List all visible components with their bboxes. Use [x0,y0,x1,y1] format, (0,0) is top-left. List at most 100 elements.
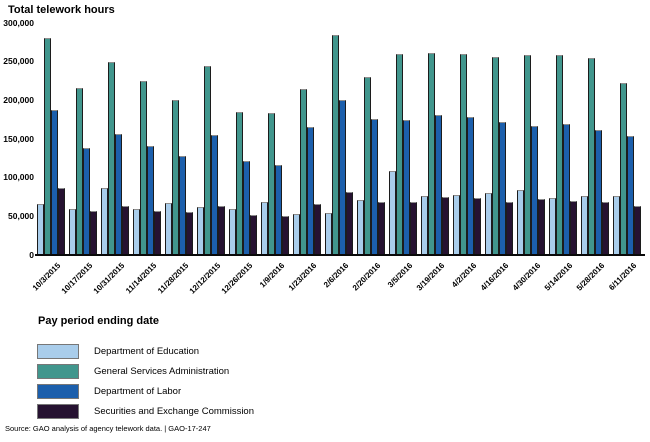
x-tick-label: 5/28/2016 [574,261,607,293]
bar [37,204,44,255]
bar [179,156,186,255]
x-tick-label: 4/16/2016 [478,261,511,293]
bar [250,215,257,255]
bar-group [549,23,577,255]
legend-label: Securities and Exchange Commission [94,405,254,417]
legend-row: Department of Education [37,341,254,361]
bar [620,83,627,255]
bar-group [37,23,65,255]
bar [485,193,492,255]
legend-label: Department of Education [94,345,200,357]
bar [307,127,314,255]
bar-group [325,23,353,255]
bar [364,77,371,255]
bar [442,197,449,255]
y-axis: 0 50,000 100,000 150,000 200,000 250,000 300,0… [0,0,34,260]
bar-group [613,23,641,255]
bar [268,113,275,255]
y-tick-label: 300,000 [3,17,34,28]
bar [282,216,289,255]
y-tick-label: 250,000 [3,56,34,67]
bar-group [357,23,385,255]
x-tick-label: 12/26/2015 [219,261,255,296]
y-tick-label: 100,000 [3,172,34,183]
bar [602,202,609,255]
x-tick-label: 3/5/2016 [385,261,415,290]
bar [172,100,179,255]
x-tick-label: 1/9/2016 [257,261,287,290]
bar [581,196,588,255]
bar [58,188,65,255]
bar [339,100,346,255]
x-tick-label: 10/31/2015 [91,261,127,296]
bar [613,196,620,255]
bar [229,209,236,255]
bar [389,171,396,255]
bar [403,120,410,255]
bar [154,211,161,255]
x-tick-label: 2/20/2016 [350,261,383,293]
bar-group [421,23,449,255]
bar [556,55,563,255]
bar [314,204,321,255]
legend-label: Department of Labor [94,385,182,397]
bar [197,207,204,255]
bar [165,203,172,255]
y-tick-label: 50,000 [8,210,34,221]
bar [211,135,218,255]
bar [357,200,364,255]
bar [300,89,307,255]
legend-swatch [37,343,79,359]
x-tick-label: 11/14/2015 [123,261,159,296]
y-tick-label: 150,000 [3,133,34,144]
bar [76,88,83,255]
bar-group [197,23,225,255]
x-tick-label: 4/2/2016 [449,261,479,290]
x-tick-label: 2/6/2016 [321,261,351,290]
bar-group [453,23,481,255]
bar [460,54,467,255]
bar-group [133,23,161,255]
y-tick-label: 200,000 [3,94,34,105]
bar [261,202,268,255]
legend-swatch [37,403,79,419]
y-tick-label: 0 [29,249,34,260]
bar [627,136,634,255]
chart-title: Total telework hours [8,4,115,16]
x-tick-label: 11/28/2015 [155,261,191,296]
bar-group [165,23,193,255]
bar [588,58,595,255]
bar-group [485,23,513,255]
bar-group [389,23,417,255]
bar [186,212,193,255]
bar [428,53,435,255]
bar [243,161,250,255]
bar [410,202,417,255]
bar [90,211,97,255]
legend-row: General Services Administration [37,361,254,381]
bar [133,209,140,255]
bar [83,148,90,255]
legend: Department of Education General Services … [37,341,254,421]
bar [474,198,481,255]
bar [499,122,506,255]
x-axis-title: Pay period ending date [38,315,160,327]
bar [371,119,378,255]
bar [51,110,58,255]
bar [101,188,108,255]
bar [293,214,300,255]
plot-area [36,23,644,255]
x-axis-line [35,254,645,256]
bar [69,209,76,255]
bar-group [101,23,129,255]
bar [44,38,51,255]
x-tick-label: 5/14/2016 [542,261,575,293]
bar [524,55,531,255]
x-tick-label: 1/23/2016 [286,261,319,293]
bar [332,35,339,255]
x-tick-label: 6/11/2016 [607,261,639,293]
bar [396,54,403,255]
legend-swatch [37,363,79,379]
bar [570,201,577,255]
x-axis-labels: 10/3/2015 10/17/2015 10/31/2015 11/14/2015 1… [31,257,646,309]
